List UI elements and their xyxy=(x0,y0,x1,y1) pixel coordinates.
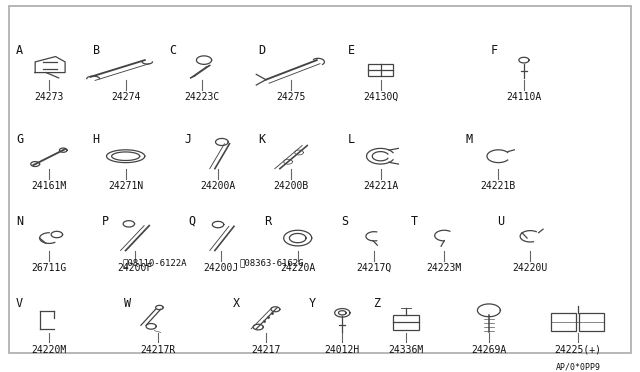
Text: AP/0*0PP9: AP/0*0PP9 xyxy=(556,363,600,372)
Text: L: L xyxy=(348,133,355,146)
Text: P: P xyxy=(102,215,109,228)
Text: S: S xyxy=(341,215,348,228)
Text: F: F xyxy=(491,44,498,57)
Text: T: T xyxy=(411,215,419,228)
Text: 24110A: 24110A xyxy=(506,92,541,102)
Text: W: W xyxy=(124,297,131,310)
Text: 24220M: 24220M xyxy=(31,345,67,355)
Text: 24220A: 24220A xyxy=(280,263,316,273)
Text: 24217Q: 24217Q xyxy=(356,263,392,273)
Text: 24200J: 24200J xyxy=(204,263,239,273)
Text: 24225(+): 24225(+) xyxy=(555,345,602,355)
Text: Ⓑ08110-6122A: Ⓑ08110-6122A xyxy=(122,259,187,267)
Text: H: H xyxy=(93,133,100,146)
Text: C: C xyxy=(169,44,176,57)
Text: Z: Z xyxy=(373,297,380,310)
Text: M: M xyxy=(465,133,472,146)
Text: 24223M: 24223M xyxy=(427,263,462,273)
Text: V: V xyxy=(16,297,23,310)
Text: 24161M: 24161M xyxy=(31,181,67,191)
Text: E: E xyxy=(348,44,355,57)
Text: 24271N: 24271N xyxy=(108,181,143,191)
Text: 24221B: 24221B xyxy=(481,181,516,191)
Text: K: K xyxy=(258,133,266,146)
Text: 24217: 24217 xyxy=(251,345,280,355)
Text: 24223C: 24223C xyxy=(184,92,220,102)
Text: 24220U: 24220U xyxy=(513,263,548,273)
Text: U: U xyxy=(497,215,504,228)
Text: 26711G: 26711G xyxy=(31,263,67,273)
Text: J: J xyxy=(185,133,192,146)
Text: 24273: 24273 xyxy=(35,92,64,102)
Text: Q: Q xyxy=(188,215,195,228)
Text: 24217R: 24217R xyxy=(140,345,175,355)
Text: 24130Q: 24130Q xyxy=(363,92,398,102)
Text: 24200F: 24200F xyxy=(118,263,153,273)
Text: 24200B: 24200B xyxy=(274,181,309,191)
Text: X: X xyxy=(233,297,240,310)
Text: A: A xyxy=(16,44,23,57)
Text: R: R xyxy=(264,215,272,228)
Text: Y: Y xyxy=(309,297,316,310)
Text: B: B xyxy=(93,44,100,57)
Text: D: D xyxy=(258,44,266,57)
Text: 24269A: 24269A xyxy=(471,345,506,355)
Text: 24336M: 24336M xyxy=(388,345,424,355)
Text: 24221A: 24221A xyxy=(363,181,398,191)
Text: 24012H: 24012H xyxy=(324,345,360,355)
Text: 24275: 24275 xyxy=(276,92,306,102)
Text: Ⓢ08363-6162G: Ⓢ08363-6162G xyxy=(240,259,305,267)
Text: 24274: 24274 xyxy=(111,92,140,102)
FancyBboxPatch shape xyxy=(9,6,631,353)
Text: G: G xyxy=(16,133,23,146)
Text: 24200A: 24200A xyxy=(200,181,236,191)
Text: N: N xyxy=(16,215,23,228)
